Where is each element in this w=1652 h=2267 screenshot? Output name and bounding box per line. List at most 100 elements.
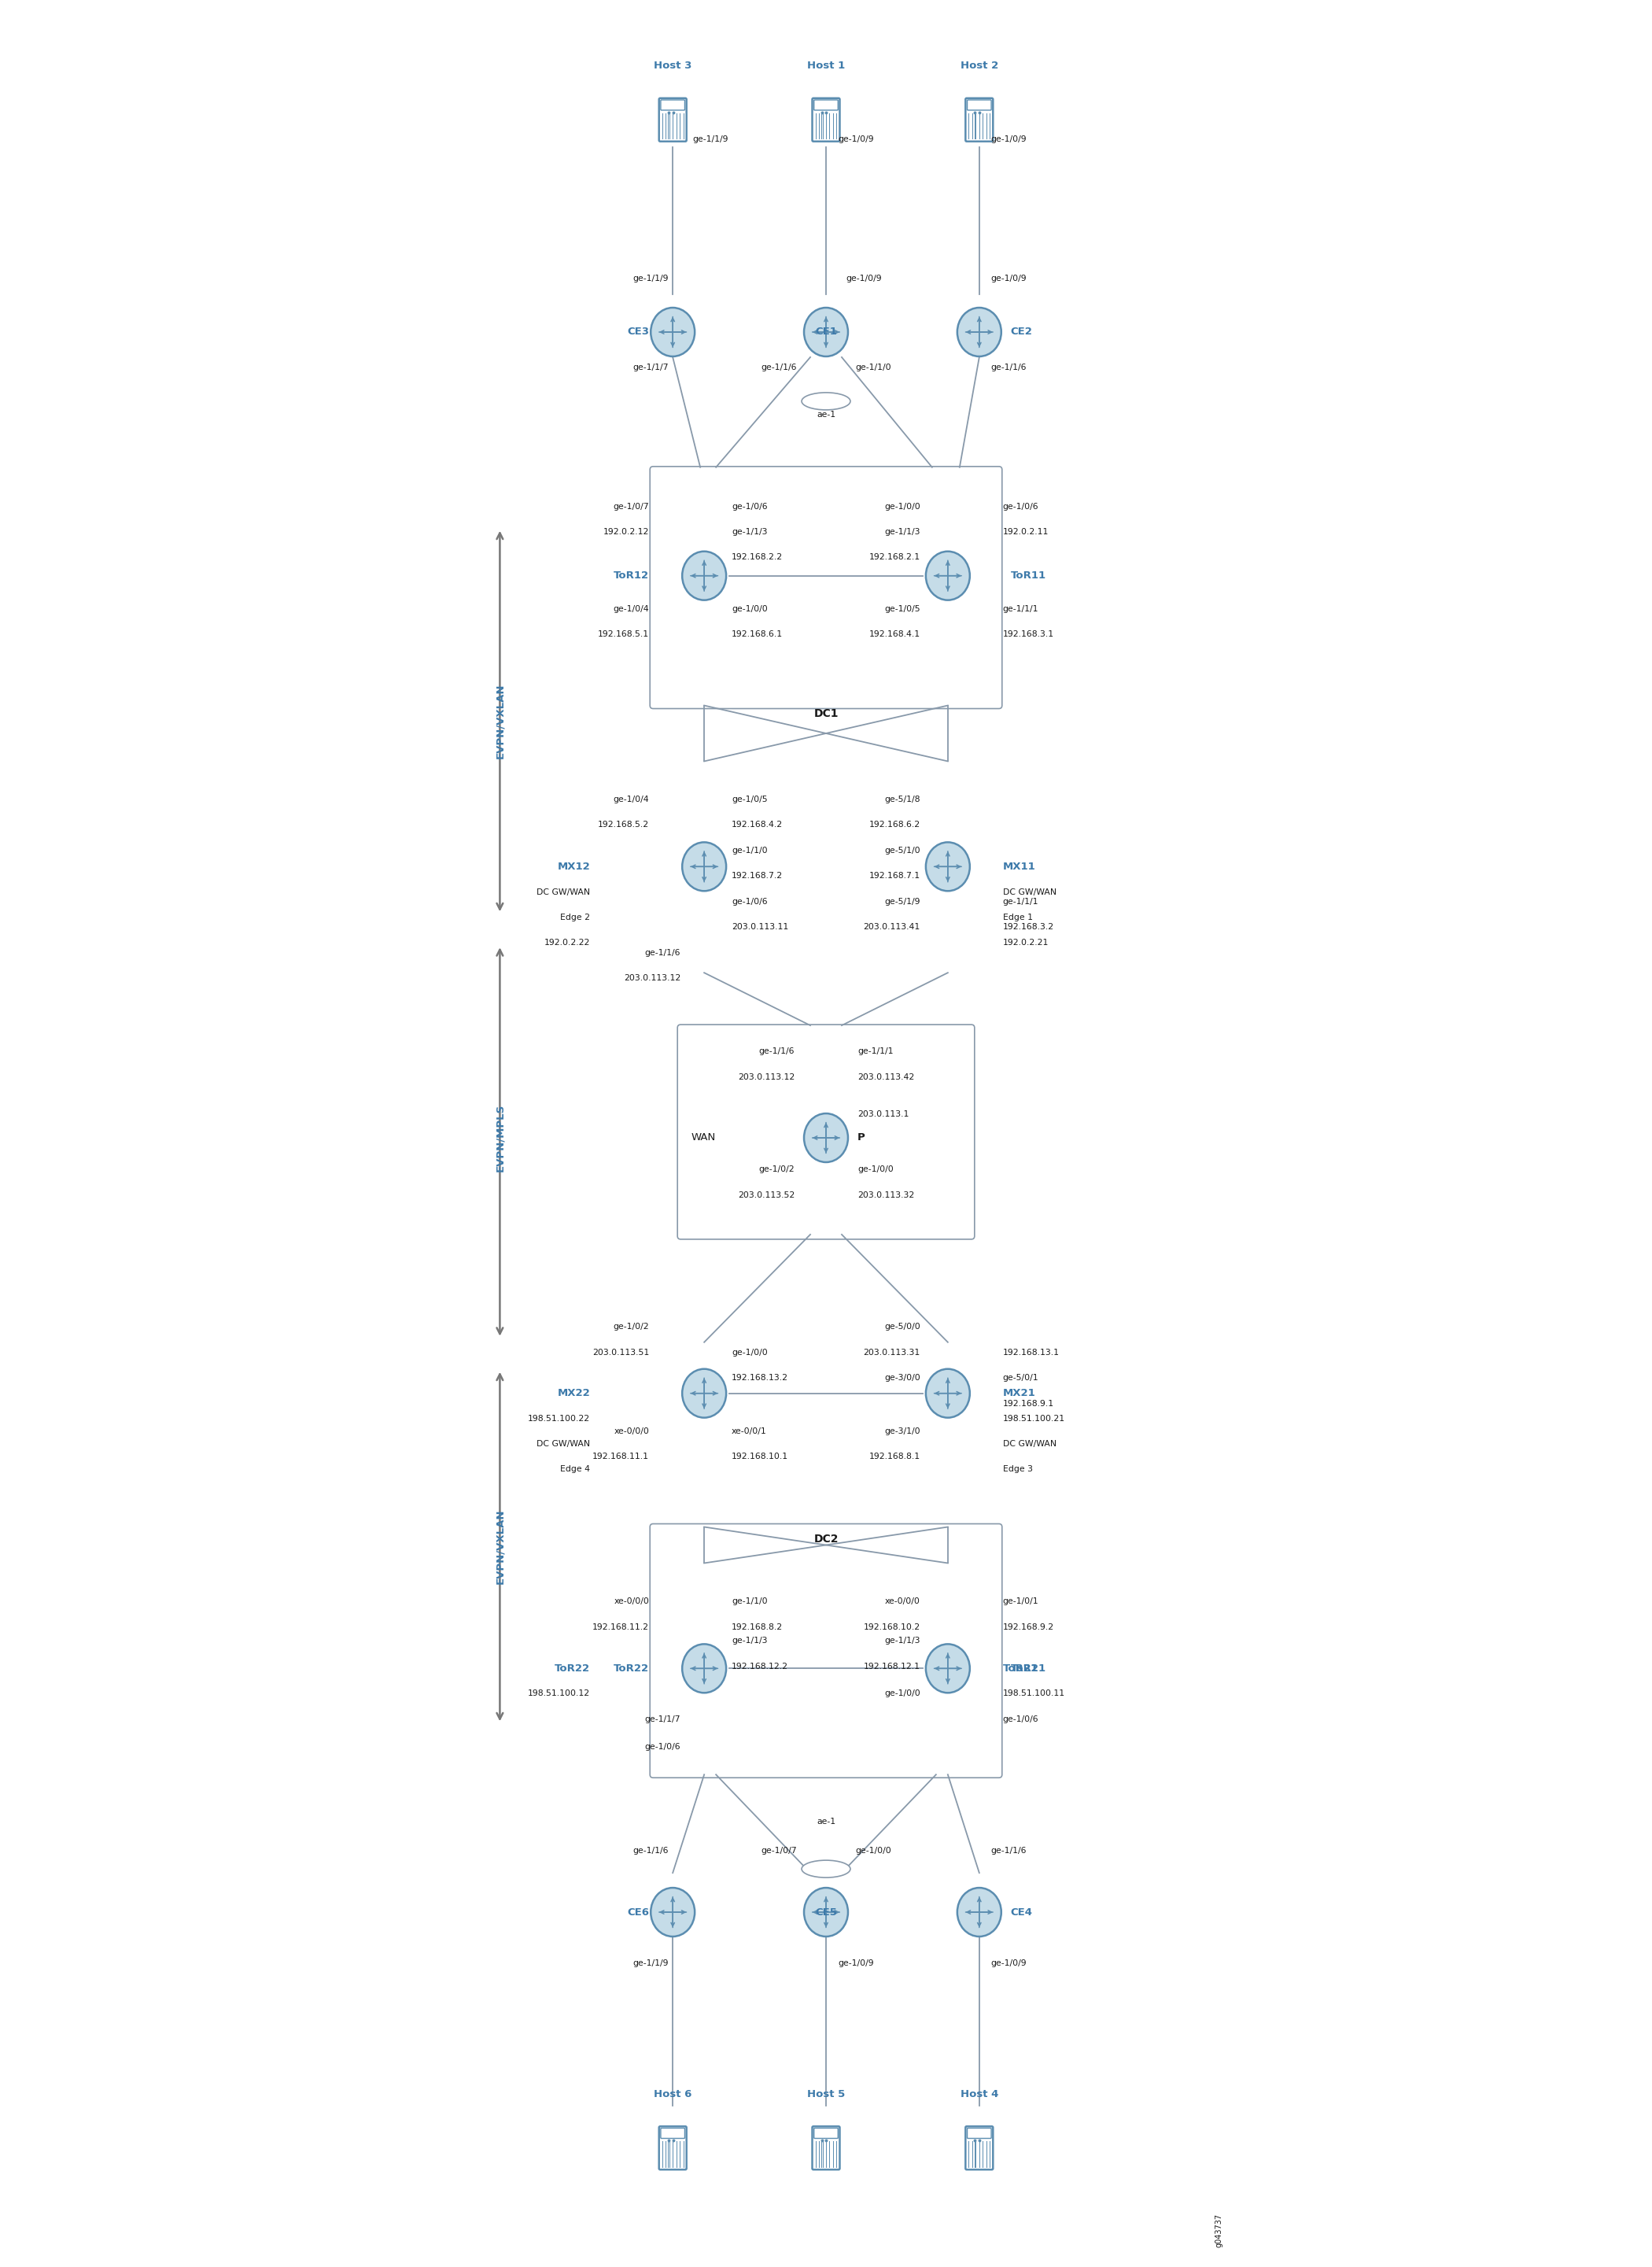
- Ellipse shape: [805, 1888, 847, 1936]
- Text: 203.0.113.11: 203.0.113.11: [732, 923, 788, 932]
- Ellipse shape: [801, 1861, 851, 1877]
- FancyBboxPatch shape: [813, 2126, 839, 2170]
- Text: 203.0.113.12: 203.0.113.12: [624, 975, 681, 982]
- Text: 192.168.3.1: 192.168.3.1: [1003, 630, 1054, 637]
- FancyBboxPatch shape: [966, 2129, 991, 2138]
- Text: ge-1/0/0: ge-1/0/0: [732, 1349, 768, 1356]
- FancyBboxPatch shape: [814, 100, 838, 111]
- FancyBboxPatch shape: [965, 2126, 993, 2170]
- Text: 192.168.13.1: 192.168.13.1: [1003, 1349, 1059, 1356]
- Text: ToR22: ToR22: [613, 1664, 649, 1673]
- Text: ge-1/1/1: ge-1/1/1: [1003, 605, 1039, 612]
- Text: Host 6: Host 6: [654, 2088, 692, 2099]
- Text: Host 5: Host 5: [808, 2088, 844, 2099]
- Ellipse shape: [957, 308, 1001, 356]
- Text: ge-1/1/0: ge-1/1/0: [732, 848, 768, 855]
- Ellipse shape: [682, 1369, 727, 1417]
- Text: ge-1/1/9: ge-1/1/9: [692, 136, 729, 143]
- Text: DC2: DC2: [813, 1532, 838, 1544]
- Ellipse shape: [651, 308, 695, 356]
- Text: ge-1/0/7: ge-1/0/7: [613, 503, 649, 510]
- Text: 192.168.3.2: 192.168.3.2: [1003, 923, 1054, 932]
- Text: xe-0/0/0: xe-0/0/0: [615, 1598, 649, 1605]
- Text: 192.168.10.2: 192.168.10.2: [864, 1623, 920, 1632]
- Text: 192.0.2.12: 192.0.2.12: [603, 528, 649, 535]
- Text: ToR12: ToR12: [613, 571, 649, 580]
- Text: ge-1/0/5: ge-1/0/5: [732, 796, 768, 805]
- Text: 203.0.113.51: 203.0.113.51: [593, 1349, 649, 1356]
- Text: 203.0.113.42: 203.0.113.42: [857, 1072, 914, 1081]
- Text: ge-1/1/9: ge-1/1/9: [633, 274, 669, 283]
- Text: Edge 3: Edge 3: [1003, 1464, 1032, 1474]
- Ellipse shape: [925, 551, 970, 601]
- Text: ge-1/0/6: ge-1/0/6: [732, 898, 768, 907]
- FancyBboxPatch shape: [814, 2129, 838, 2138]
- Text: 192.168.6.1: 192.168.6.1: [732, 630, 783, 637]
- Text: 192.168.12.2: 192.168.12.2: [732, 1664, 788, 1671]
- Ellipse shape: [651, 1888, 695, 1936]
- Ellipse shape: [925, 1644, 970, 1693]
- Text: ge-1/0/0: ge-1/0/0: [856, 1848, 890, 1854]
- Text: 192.168.2.2: 192.168.2.2: [732, 553, 783, 560]
- Text: 198.51.100.12: 198.51.100.12: [529, 1689, 590, 1698]
- Text: ToR21: ToR21: [1003, 1664, 1039, 1673]
- Text: ge-1/0/4: ge-1/0/4: [613, 796, 649, 805]
- Text: xe-0/0/1: xe-0/0/1: [732, 1428, 767, 1435]
- Text: P: P: [857, 1134, 866, 1143]
- Text: CE1: CE1: [814, 326, 838, 338]
- Text: ge-1/1/6: ge-1/1/6: [758, 1047, 795, 1054]
- Text: ge-1/1/6: ge-1/1/6: [633, 1848, 669, 1854]
- Text: Edge 2: Edge 2: [560, 914, 590, 923]
- Ellipse shape: [801, 392, 851, 410]
- FancyBboxPatch shape: [965, 97, 993, 141]
- Text: 192.168.10.1: 192.168.10.1: [732, 1453, 788, 1460]
- Text: ge-1/1/3: ge-1/1/3: [884, 1637, 920, 1646]
- Text: ge-5/0/0: ge-5/0/0: [884, 1322, 920, 1331]
- FancyBboxPatch shape: [661, 2129, 686, 2138]
- Text: g043737: g043737: [1214, 2213, 1222, 2247]
- Text: EVPN/VXLAN: EVPN/VXLAN: [494, 1510, 506, 1585]
- Text: ge-1/0/0: ge-1/0/0: [732, 605, 768, 612]
- Text: 192.168.5.1: 192.168.5.1: [598, 630, 649, 637]
- Text: 198.51.100.11: 198.51.100.11: [1003, 1689, 1066, 1698]
- Text: ge-1/1/6: ge-1/1/6: [762, 363, 796, 372]
- FancyBboxPatch shape: [661, 100, 686, 111]
- Text: CE6: CE6: [628, 1907, 649, 1918]
- Text: ge-1/1/3: ge-1/1/3: [732, 528, 768, 535]
- Text: ge-1/1/3: ge-1/1/3: [884, 528, 920, 535]
- Text: ge-1/0/9: ge-1/0/9: [838, 1959, 874, 1968]
- Ellipse shape: [805, 1113, 847, 1163]
- Text: DC GW/WAN: DC GW/WAN: [537, 1440, 590, 1449]
- Text: 198.51.100.22: 198.51.100.22: [529, 1415, 590, 1421]
- Text: xe-0/0/0: xe-0/0/0: [615, 1428, 649, 1435]
- Text: 192.0.2.21: 192.0.2.21: [1003, 939, 1049, 948]
- Text: ge-1/1/0: ge-1/1/0: [732, 1598, 768, 1605]
- Text: ge-1/0/0: ge-1/0/0: [884, 1689, 920, 1698]
- Ellipse shape: [682, 551, 727, 601]
- Text: 203.0.113.1: 203.0.113.1: [857, 1111, 909, 1118]
- FancyBboxPatch shape: [649, 1523, 1003, 1777]
- Text: ae-1: ae-1: [816, 410, 836, 419]
- FancyBboxPatch shape: [659, 2126, 687, 2170]
- Text: ToR11: ToR11: [1011, 571, 1046, 580]
- Text: CE4: CE4: [1011, 1907, 1032, 1918]
- Ellipse shape: [925, 843, 970, 891]
- Ellipse shape: [957, 1888, 1001, 1936]
- Text: 192.168.8.2: 192.168.8.2: [732, 1623, 783, 1632]
- Text: ge-1/1/9: ge-1/1/9: [633, 1959, 669, 1968]
- Text: ge-1/1/1: ge-1/1/1: [1003, 898, 1039, 907]
- Text: Host 3: Host 3: [654, 61, 692, 70]
- Text: 192.0.2.11: 192.0.2.11: [1003, 528, 1049, 535]
- Text: ge-1/0/7: ge-1/0/7: [762, 1848, 796, 1854]
- Text: 192.168.11.1: 192.168.11.1: [593, 1453, 649, 1460]
- Text: ge-1/0/9: ge-1/0/9: [838, 136, 874, 143]
- FancyBboxPatch shape: [813, 97, 839, 141]
- Text: 192.0.2.22: 192.0.2.22: [544, 939, 590, 948]
- Text: ge-1/0/9: ge-1/0/9: [991, 136, 1028, 143]
- Text: ge-5/0/1: ge-5/0/1: [1003, 1374, 1039, 1381]
- Text: CE2: CE2: [1011, 326, 1032, 338]
- Text: 203.0.113.31: 203.0.113.31: [864, 1349, 920, 1356]
- Text: 192.168.8.1: 192.168.8.1: [869, 1453, 920, 1460]
- Text: 192.168.5.2: 192.168.5.2: [598, 821, 649, 830]
- Text: ge-1/1/3: ge-1/1/3: [732, 1637, 768, 1646]
